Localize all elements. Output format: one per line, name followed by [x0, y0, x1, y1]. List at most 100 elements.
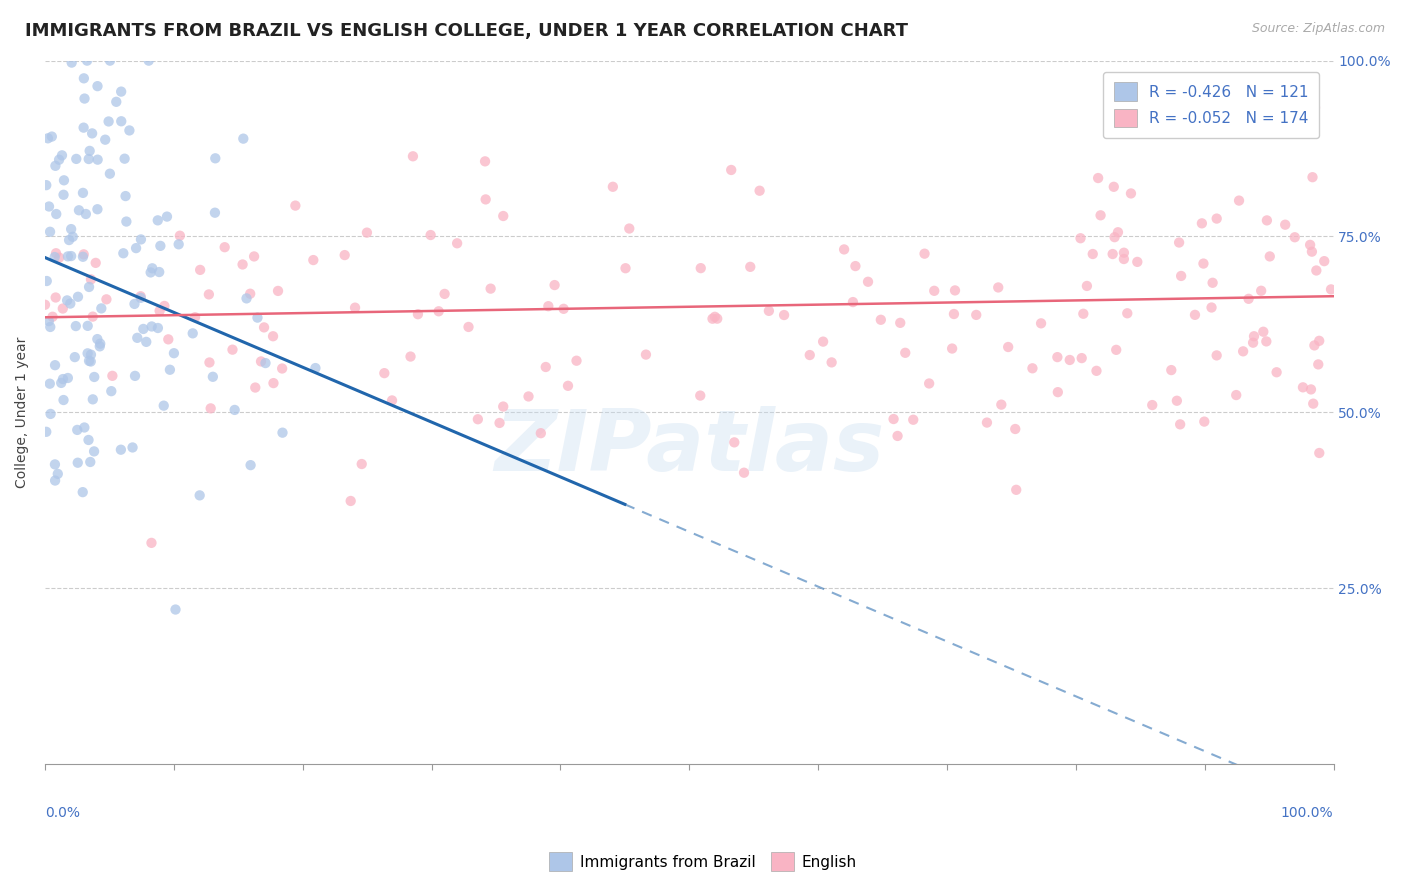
Point	[1225, 388, 1247, 402]
Point	[284, 198, 307, 212]
Point	[1085, 364, 1108, 378]
Point	[543, 278, 565, 293]
Point	[66, 290, 89, 304]
Point	[118, 123, 141, 137]
Point	[943, 284, 966, 298]
Point	[110, 114, 132, 128]
Point	[344, 301, 367, 315]
Point	[820, 355, 842, 369]
Point	[987, 280, 1010, 294]
Point	[86, 202, 108, 217]
Point	[77, 280, 100, 294]
Point	[1299, 383, 1322, 397]
Point	[1069, 231, 1091, 245]
Point	[254, 356, 277, 370]
Point	[914, 246, 936, 260]
Point	[39, 407, 62, 421]
Point	[333, 248, 356, 262]
Point	[35, 178, 58, 193]
Point	[1265, 365, 1288, 379]
Text: IMMIGRANTS FROM BRAZIL VS ENGLISH COLLEGE, UNDER 1 YEAR CORRELATION CHART: IMMIGRANTS FROM BRAZIL VS ENGLISH COLLEG…	[25, 22, 908, 40]
Point	[86, 79, 108, 94]
Point	[889, 316, 911, 330]
Point	[689, 388, 711, 402]
Point	[56, 249, 79, 263]
Point	[221, 343, 243, 357]
Point	[1253, 325, 1275, 339]
Point	[1191, 216, 1213, 230]
Point	[38, 199, 60, 213]
Point	[1046, 350, 1069, 364]
Point	[1166, 393, 1188, 408]
Point	[48, 251, 70, 265]
Point	[169, 228, 191, 243]
Point	[1160, 363, 1182, 377]
Point	[703, 310, 725, 324]
Point	[1021, 361, 1043, 376]
Point	[127, 331, 149, 345]
Point	[129, 289, 152, 303]
Point	[553, 301, 575, 316]
Point	[702, 311, 724, 326]
Point	[402, 149, 425, 163]
Point	[619, 221, 641, 235]
Point	[89, 336, 111, 351]
Point	[1305, 263, 1327, 277]
Point	[38, 376, 60, 391]
Point	[51, 376, 73, 390]
Point	[60, 249, 83, 263]
Point	[1081, 247, 1104, 261]
Point	[1029, 316, 1052, 330]
Point	[565, 353, 588, 368]
Point	[811, 334, 834, 349]
Point	[232, 131, 254, 145]
Y-axis label: College, Under 1 year: College, Under 1 year	[15, 336, 30, 488]
Point	[1142, 398, 1164, 412]
Point	[125, 241, 148, 255]
Point	[1090, 208, 1112, 222]
Point	[557, 379, 579, 393]
Point	[105, 95, 128, 109]
Point	[72, 120, 94, 135]
Point	[1201, 276, 1223, 290]
Point	[39, 320, 62, 334]
Point	[62, 229, 84, 244]
Point	[271, 361, 294, 376]
Point	[467, 412, 489, 426]
Point	[94, 133, 117, 147]
Point	[1201, 301, 1223, 315]
Point	[844, 259, 866, 273]
Point	[492, 209, 515, 223]
Point	[302, 253, 325, 268]
Point	[60, 222, 83, 236]
Point	[1101, 247, 1123, 261]
Text: 0.0%: 0.0%	[45, 806, 80, 820]
Point	[1256, 213, 1278, 227]
Point	[188, 488, 211, 502]
Point	[1194, 415, 1216, 429]
Point	[433, 286, 456, 301]
Point	[457, 320, 479, 334]
Point	[181, 326, 204, 341]
Point	[1292, 380, 1315, 394]
Point	[479, 282, 502, 296]
Point	[634, 348, 657, 362]
Point	[1168, 417, 1191, 432]
Point	[799, 348, 821, 362]
Point	[399, 350, 422, 364]
Point	[129, 232, 152, 246]
Point	[146, 321, 169, 335]
Point	[34, 298, 56, 312]
Point	[72, 485, 94, 500]
Point	[98, 54, 121, 68]
Point	[706, 311, 728, 326]
Point	[44, 458, 66, 472]
Point	[35, 425, 58, 439]
Point	[90, 301, 112, 316]
Point	[48, 153, 70, 167]
Point	[52, 187, 75, 202]
Point	[60, 55, 83, 70]
Point	[38, 314, 60, 328]
Text: ZIPatlas: ZIPatlas	[494, 406, 884, 489]
Point	[488, 416, 510, 430]
